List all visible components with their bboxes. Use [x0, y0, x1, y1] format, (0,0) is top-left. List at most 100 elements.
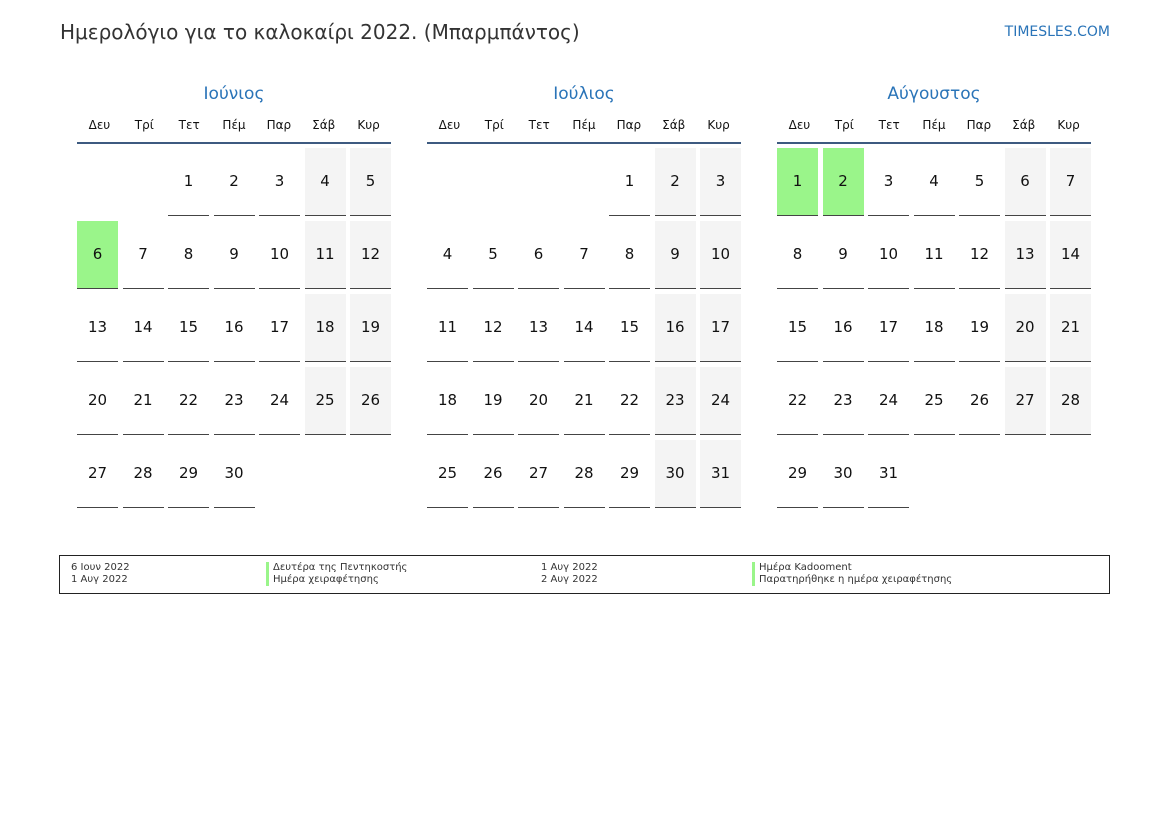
legend-date: 6 Ιουν 2022	[71, 562, 130, 573]
day-cell[interactable]: 22	[777, 367, 818, 435]
brand-link[interactable]: TIMESLES.COM	[1004, 24, 1110, 40]
day-cell[interactable]: 26	[472, 440, 514, 508]
day-cell[interactable]: 19	[350, 294, 391, 362]
day-cell[interactable]: 11	[427, 294, 468, 362]
day-cell[interactable]: 23	[654, 367, 696, 435]
day-cell[interactable]: 27	[518, 440, 559, 508]
day-cell[interactable]: 28	[563, 440, 605, 508]
day-cell[interactable]: 6	[518, 221, 559, 289]
day-cell[interactable]: 30	[213, 440, 255, 508]
day-cell[interactable]: 12	[959, 221, 1000, 289]
weekday-label: Τρί	[834, 118, 854, 132]
legend-holiday: Δευτέρα της Πεντηκοστής	[273, 562, 408, 573]
day-cell[interactable]: 5	[959, 148, 1000, 216]
day-cell[interactable]: 15	[168, 294, 209, 362]
day-cell[interactable]: 19	[472, 367, 514, 435]
day-cell[interactable]: 21	[1050, 294, 1091, 362]
day-cell[interactable]: 3	[868, 148, 909, 216]
day-cell[interactable]: 13	[518, 294, 559, 362]
day-cell[interactable]: 5	[350, 148, 391, 216]
day-cell[interactable]: 8	[168, 221, 209, 289]
day-cell[interactable]: 29	[168, 440, 209, 508]
holiday-legend: 6 Ιουν 2022 1 Αυγ 2022 Δευτέρα της Πεντηκ…	[59, 555, 1110, 594]
day-cell[interactable]: 25	[913, 367, 955, 435]
day-cell[interactable]: 24	[868, 367, 909, 435]
day-cell[interactable]: 27	[1004, 367, 1046, 435]
day-cell[interactable]: 23	[822, 367, 864, 435]
day-cell[interactable]: 1	[609, 148, 650, 216]
day-cell[interactable]: 2	[822, 148, 864, 216]
day-cell[interactable]: 9	[213, 221, 255, 289]
day-cell[interactable]: 7	[1050, 148, 1091, 216]
day-cell[interactable]: 29	[777, 440, 818, 508]
day-cell[interactable]: 12	[350, 221, 391, 289]
day-cell[interactable]: 21	[122, 367, 164, 435]
day-cell[interactable]: 24	[259, 367, 300, 435]
day-cell[interactable]: 11	[304, 221, 346, 289]
day-cell[interactable]: 31	[868, 440, 909, 508]
day-cell[interactable]: 16	[213, 294, 255, 362]
weekday-header: Δευ Τρί Τετ Πέμ Παρ Σάβ Κυρ	[77, 108, 391, 144]
day-cell[interactable]: 7	[563, 221, 605, 289]
day-cell[interactable]: 4	[304, 148, 346, 216]
day-cell[interactable]: 7	[122, 221, 164, 289]
day-cell[interactable]: 4	[913, 148, 955, 216]
day-cell[interactable]: 30	[822, 440, 864, 508]
day-cell[interactable]: 22	[168, 367, 209, 435]
day-cell[interactable]: 16	[822, 294, 864, 362]
day-cell[interactable]: 18	[913, 294, 955, 362]
day-cell[interactable]: 26	[350, 367, 391, 435]
day-cell[interactable]: 13	[77, 294, 118, 362]
day-cell[interactable]: 3	[700, 148, 741, 216]
legend-holiday: Παρατηρήθηκε η ημέρα χειραφέτησης	[759, 574, 953, 585]
day-cell[interactable]: 14	[1050, 221, 1091, 289]
day-cell[interactable]: 23	[213, 367, 255, 435]
day-cell[interactable]: 17	[868, 294, 909, 362]
day-cell[interactable]: 18	[427, 367, 468, 435]
day-cell[interactable]: 31	[700, 440, 741, 508]
day-cell[interactable]: 9	[654, 221, 696, 289]
day-cell[interactable]: 28	[122, 440, 164, 508]
day-cell[interactable]: 8	[609, 221, 650, 289]
day-cell[interactable]: 21	[563, 367, 605, 435]
day-cell[interactable]: 20	[1004, 294, 1046, 362]
day-cell[interactable]: 2	[213, 148, 255, 216]
day-cell[interactable]: 14	[122, 294, 164, 362]
day-cell[interactable]: 28	[1050, 367, 1091, 435]
day-cell[interactable]: 17	[259, 294, 300, 362]
day-cell[interactable]: 8	[777, 221, 818, 289]
day-cell[interactable]: 15	[609, 294, 650, 362]
weekday-label: Σάβ	[1012, 118, 1036, 132]
day-cell[interactable]: 30	[654, 440, 696, 508]
day-cell[interactable]: 14	[563, 294, 605, 362]
day-cell[interactable]: 17	[700, 294, 741, 362]
day-cell[interactable]: 16	[654, 294, 696, 362]
day-cell[interactable]: 26	[959, 367, 1000, 435]
day-cell[interactable]: 13	[1004, 221, 1046, 289]
day-cell[interactable]: 10	[700, 221, 741, 289]
day-cell[interactable]: 9	[822, 221, 864, 289]
day-cell[interactable]: 15	[777, 294, 818, 362]
day-cell[interactable]: 10	[259, 221, 300, 289]
day-cell[interactable]: 3	[259, 148, 300, 216]
day-cell[interactable]: 29	[609, 440, 650, 508]
day-cell[interactable]: 19	[959, 294, 1000, 362]
day-cell[interactable]: 22	[609, 367, 650, 435]
day-cell[interactable]: 20	[77, 367, 118, 435]
day-cell[interactable]: 1	[168, 148, 209, 216]
day-cell[interactable]: 4	[427, 221, 468, 289]
day-cell[interactable]: 25	[427, 440, 468, 508]
day-cell[interactable]: 10	[868, 221, 909, 289]
day-cell[interactable]: 18	[304, 294, 346, 362]
day-cell[interactable]: 1	[777, 148, 818, 216]
day-cell[interactable]: 27	[77, 440, 118, 508]
day-cell[interactable]: 6	[1004, 148, 1046, 216]
day-cell[interactable]: 11	[913, 221, 955, 289]
day-cell[interactable]: 20	[518, 367, 559, 435]
day-cell[interactable]: 6	[77, 221, 118, 289]
day-cell[interactable]: 12	[472, 294, 514, 362]
day-cell[interactable]: 24	[700, 367, 741, 435]
day-cell[interactable]: 25	[304, 367, 346, 435]
day-cell[interactable]: 5	[472, 221, 514, 289]
day-cell[interactable]: 2	[654, 148, 696, 216]
